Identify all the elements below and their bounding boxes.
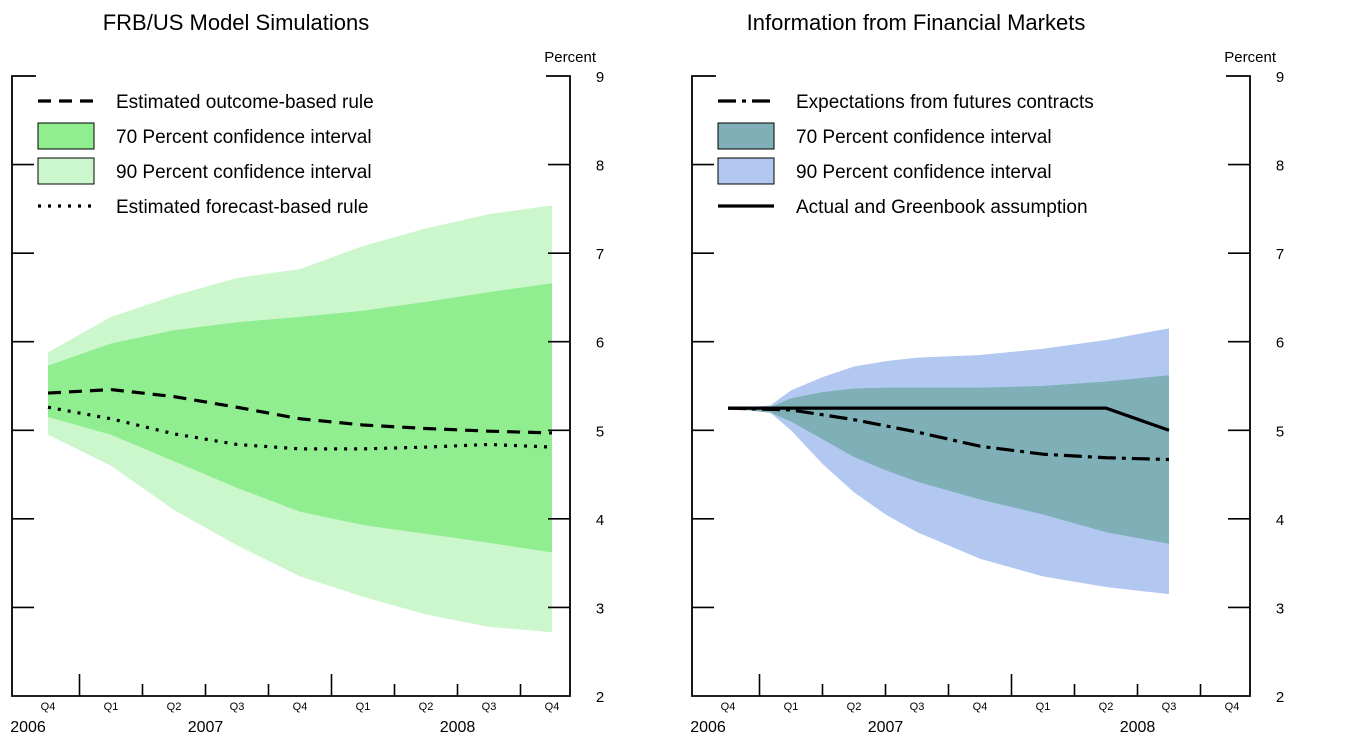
x-year-label: 2006 [10,719,46,736]
legend-label: 90 Percent confidence interval [116,162,372,183]
series-line-dashed [47,387,553,435]
y-tick-label: 4 [596,512,604,529]
y-axis-unit-label: Percent [544,49,597,66]
y-tick-label: 6 [596,335,604,352]
y-axis-unit-label: Percent [1224,49,1277,66]
x-year-label: 2006 [690,719,726,736]
x-year-label: 2007 [188,719,224,736]
chart-frbus-model-simulations: FRB/US Model Simulations Percent 2 3 4 5 6 7 8 9 Q… [10,10,604,736]
x-quarter-label: Q1 [104,701,119,713]
plot-frame [11,75,571,697]
x-quarter-label: Q2 [167,701,182,713]
legend-label: Expectations from futures contracts [796,92,1094,113]
legend-label: Actual and Greenbook assumption [796,197,1088,218]
series-line-dashdot [727,406,1170,462]
chart-panel-frbus: FRB/US Model Simulations Percent 2 3 4 5 6 7 8 9 Q… [0,0,680,738]
y-tick-label: 6 [1276,335,1284,352]
legend-label: Estimated outcome-based rule [116,92,374,113]
y-tick-label: 3 [1276,600,1284,617]
chart-title: FRB/US Model Simulations [103,10,370,35]
legend-label: 90 Percent confidence interval [796,162,1052,183]
y-tick-label: 7 [596,246,604,263]
legend-swatch [717,157,775,185]
x-quarter-label: Q4 [545,701,560,713]
x-year-label: 2007 [868,719,904,736]
plot-frame [691,75,1251,697]
chart-information-from-financial-markets: Information from Financial Markets Percen… [690,10,1284,736]
x-quarter-label: Q4 [721,701,736,713]
x-quarter-label: Q3 [482,701,497,713]
x-quarter-label: Q3 [910,701,925,713]
chart-panel-financial-markets: Information from Financial Markets Percen… [680,0,1360,738]
y-tick-label: 9 [1276,69,1284,86]
legend-label: Estimated forecast-based rule [116,197,368,218]
x-quarter-label: Q4 [293,701,308,713]
x-quarter-label: Q3 [1162,701,1177,713]
y-tick-label: 8 [1276,158,1284,175]
x-quarter-label: Q1 [784,701,799,713]
x-quarter-label: Q4 [973,701,988,713]
series-line-solid [728,406,1170,432]
y-tick-label: 4 [1276,512,1284,529]
x-year-label: 2008 [1120,719,1156,736]
y-tick-label: 8 [596,158,604,175]
chart-title: Information from Financial Markets [747,10,1086,35]
legend-label: 70 Percent confidence interval [116,127,372,148]
y-tick-label: 3 [596,600,604,617]
x-quarter-label: Q1 [356,701,371,713]
legend-label: 70 Percent confidence interval [796,127,1052,148]
y-tick-label: 5 [596,423,604,440]
y-tick-label: 5 [1276,423,1284,440]
legend-swatch [717,122,775,150]
x-year-label: 2008 [440,719,476,736]
x-quarter-label: Q3 [230,701,245,713]
x-quarter-label: Q2 [1099,701,1114,713]
y-tick-label: 2 [596,689,604,706]
x-quarter-label: Q4 [41,701,56,713]
legend-swatch [37,122,95,150]
x-quarter-label: Q4 [1225,701,1240,713]
x-quarter-label: Q1 [1036,701,1051,713]
x-quarter-label: Q2 [847,701,862,713]
x-quarter-label: Q2 [419,701,434,713]
y-tick-label: 9 [596,69,604,86]
confidence-band-70 [707,375,1169,544]
legend-swatch [37,157,95,185]
y-tick-label: 7 [1276,246,1284,263]
y-tick-label: 2 [1276,689,1284,706]
